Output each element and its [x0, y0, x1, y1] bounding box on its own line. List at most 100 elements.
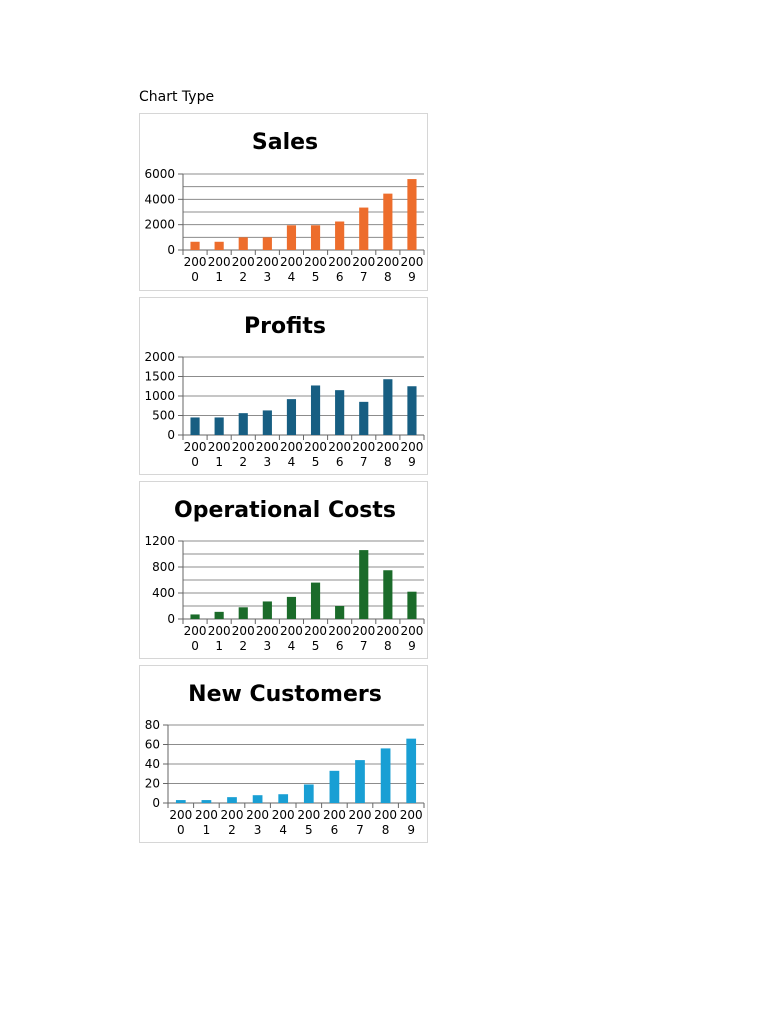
bar — [407, 591, 417, 619]
y-tick-label: 800 — [152, 560, 175, 574]
x-tick-label: 200 7 — [352, 440, 375, 469]
x-tick-label: 200 8 — [376, 255, 399, 284]
bar — [383, 570, 393, 619]
x-tick-label: 200 7 — [352, 624, 375, 653]
bar — [262, 237, 272, 250]
x-tick-label: 200 3 — [256, 624, 279, 653]
x-tick-label: 200 3 — [246, 808, 269, 837]
bar — [335, 221, 345, 250]
y-tick-label: 500 — [152, 409, 175, 423]
chart-title: Profits — [244, 314, 326, 339]
x-tick-label: 200 4 — [280, 440, 303, 469]
bar — [286, 399, 297, 435]
y-tick-label: 0 — [167, 243, 175, 257]
bar — [214, 611, 224, 619]
x-tick-label: 200 8 — [376, 440, 399, 469]
bar — [335, 390, 345, 435]
y-tick-label: 2000 — [144, 350, 175, 364]
x-tick-label: 200 5 — [304, 624, 327, 653]
x-tick-label: 200 9 — [400, 440, 423, 469]
bar — [310, 385, 321, 435]
bar — [201, 800, 212, 803]
bar — [329, 770, 340, 803]
bar — [359, 401, 369, 435]
y-tick-label: 20 — [145, 777, 160, 791]
x-tick-label: 200 1 — [208, 624, 231, 653]
x-tick-label: 200 0 — [169, 808, 192, 837]
bar — [359, 207, 369, 250]
bar — [303, 784, 314, 803]
x-tick-label: 200 2 — [232, 624, 255, 653]
y-tick-label: 2000 — [144, 218, 175, 232]
x-tick-label: 200 4 — [280, 624, 303, 653]
sales-chart-panel: Sales 0 2000 4000 6000 200 0 200 1 200 2 200 3 200 4 20… — [139, 113, 428, 291]
y-tick-label: 40 — [145, 757, 160, 771]
bar — [355, 760, 365, 803]
bar — [278, 794, 289, 803]
chart-title: New Customers — [188, 682, 382, 707]
y-tick-label: 4000 — [144, 192, 175, 206]
x-tick-label: 200 0 — [184, 624, 207, 653]
bar — [407, 386, 417, 435]
chart-title: Sales — [252, 130, 318, 155]
x-tick-label: 200 3 — [256, 255, 279, 284]
x-tick-label: 200 0 — [184, 255, 207, 284]
x-tick-label: 200 2 — [221, 808, 244, 837]
chart-title: Operational Costs — [174, 498, 396, 523]
y-tick-label: 1500 — [144, 370, 175, 384]
bar — [227, 797, 237, 803]
bar — [310, 225, 321, 250]
bar — [238, 607, 248, 619]
bar — [252, 795, 263, 803]
x-tick-label: 200 8 — [374, 808, 397, 837]
operational-costs-chart-panel: Operational Costs 0 400 800 1200 200 0 200 1 200 2… — [139, 481, 428, 659]
x-tick-label: 200 9 — [400, 255, 423, 284]
y-tick-label: 80 — [145, 718, 160, 732]
y-tick-label: 1000 — [144, 389, 175, 403]
bar — [383, 379, 393, 435]
bar — [190, 417, 200, 435]
x-tick-label: 200 6 — [328, 624, 351, 653]
bar — [406, 738, 417, 803]
x-tick-label: 200 1 — [208, 440, 231, 469]
bar — [407, 179, 417, 250]
bar — [262, 601, 272, 619]
x-tick-label: 200 1 — [195, 808, 218, 837]
bar — [238, 413, 248, 435]
x-tick-label: 200 7 — [349, 808, 372, 837]
y-tick-label: 6000 — [144, 167, 175, 181]
x-tick-label: 200 2 — [232, 255, 255, 284]
bar — [383, 193, 393, 250]
x-tick-label: 200 1 — [208, 255, 231, 284]
bar — [286, 596, 297, 619]
new-customers-chart-panel: New Customers 0 20 40 60 80 200 0 200 1 200 2 200 3 20… — [139, 665, 428, 843]
y-tick-label: 400 — [152, 586, 175, 600]
x-tick-label: 200 5 — [297, 808, 320, 837]
bar — [214, 417, 224, 435]
x-tick-label: 200 7 — [352, 255, 375, 284]
y-tick-label: 60 — [145, 738, 160, 752]
bar — [190, 614, 200, 619]
x-tick-label: 200 6 — [328, 440, 351, 469]
x-tick-label: 200 4 — [280, 255, 303, 284]
bar — [214, 241, 224, 250]
bar — [335, 606, 345, 619]
y-tick-label: 0 — [167, 612, 175, 626]
x-tick-label: 200 0 — [184, 440, 207, 469]
y-tick-label: 1200 — [144, 534, 175, 548]
x-tick-label: 200 6 — [328, 255, 351, 284]
bar — [380, 748, 391, 803]
bar — [310, 582, 321, 619]
x-tick-label: 200 4 — [272, 808, 295, 837]
x-tick-label: 200 6 — [323, 808, 346, 837]
x-tick-label: 200 3 — [256, 440, 279, 469]
bar — [262, 410, 272, 435]
x-tick-label: 200 5 — [304, 440, 327, 469]
bar — [286, 225, 297, 250]
bar — [190, 241, 200, 250]
y-tick-label: 0 — [167, 428, 175, 442]
bar — [238, 237, 248, 250]
